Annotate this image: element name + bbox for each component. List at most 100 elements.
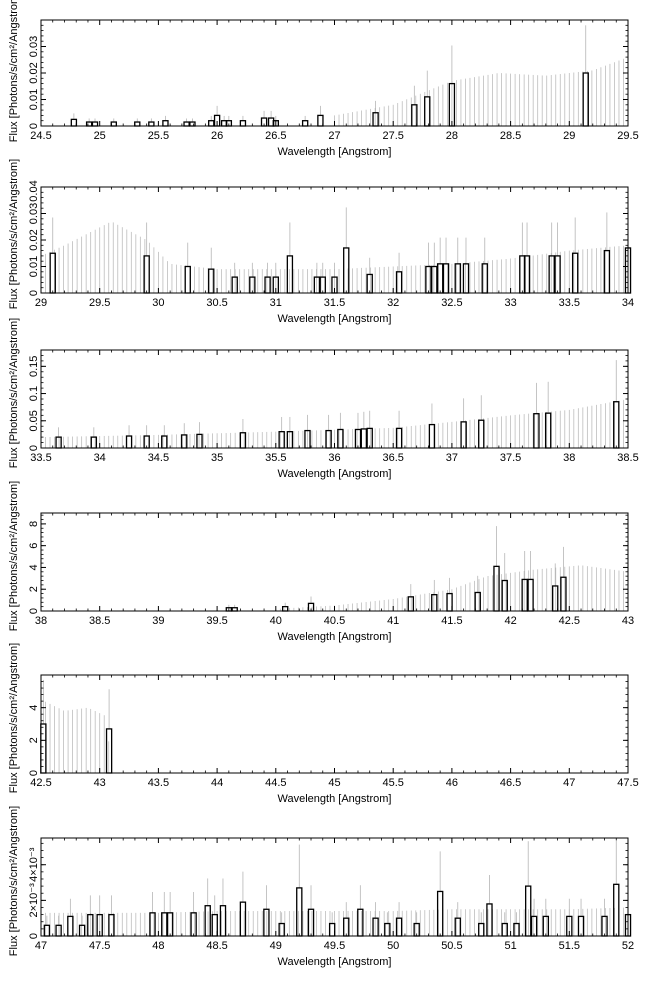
x-tick-label: 43: [94, 777, 106, 789]
y-axis-label: Flux [Photons/s/cm²/Angstrom]: [8, 159, 20, 309]
y-axis-label: Flux [Photons/s/cm²/Angstrom]: [8, 0, 20, 142]
y-tick-label: 0.01: [28, 89, 40, 110]
flux-bar: [278, 922, 285, 937]
y-tick-label: 0.15: [28, 356, 40, 377]
x-tick-label: 43: [622, 615, 634, 627]
y-tick-label: 4×10⁻³: [28, 847, 40, 882]
flux-bar: [425, 265, 432, 294]
x-tick-label: 48.5: [206, 940, 227, 952]
flux-bar: [208, 268, 215, 294]
x-tick-label: 42.5: [559, 615, 580, 627]
x-tick-label: 32.5: [441, 297, 462, 309]
x-tick-label: 36.5: [382, 452, 403, 464]
x-tick-label: 29: [35, 297, 47, 309]
flux-bar: [533, 413, 540, 449]
flux-bar: [395, 427, 403, 449]
y-tick-label: 0.05: [28, 410, 40, 431]
x-tick-label: 32: [387, 297, 399, 309]
flux-bar: [571, 252, 579, 294]
flux-bar: [181, 434, 188, 449]
x-tick-label: 25.5: [148, 130, 169, 142]
flux-bar: [90, 436, 98, 449]
x-tick-label: 33.5: [30, 452, 51, 464]
flux-bar: [481, 263, 488, 294]
flux-bar: [307, 908, 315, 937]
flux-bar: [548, 255, 555, 294]
flux-bar: [407, 596, 415, 612]
y-axis-label: Flux [Photons/s/cm²/Angstrom]: [8, 318, 20, 468]
y-tick-label: 0: [28, 933, 40, 939]
spectrum-panel-5: 42.5 43 43.5 44 44.5 45 45.5 46 46.5 47 47.5 0 2 4 Wav…: [8, 643, 639, 805]
flux-bar: [78, 924, 86, 937]
x-tick-label: 34: [94, 452, 106, 464]
flux-bar: [239, 432, 247, 449]
x-tick-label: 26: [211, 130, 223, 142]
flux-bar: [189, 121, 196, 127]
flux-bar: [184, 265, 191, 294]
plot-frame: [40, 19, 629, 127]
x-tick-label: 30.5: [206, 297, 227, 309]
x-tick-label: 24.5: [30, 130, 51, 142]
x-tick-label: 40: [270, 615, 282, 627]
flux-bar: [286, 431, 294, 449]
x-tick-label: 28.5: [500, 130, 521, 142]
spectrum-panel-2: 29 29.5 30 30.5 31 31.5 32 32.5 33 33.5 34 0 0.01 0.0…: [8, 159, 634, 325]
flux-bar: [161, 435, 168, 449]
plot-frame: [40, 674, 629, 774]
flux-bar: [162, 120, 169, 127]
flux-bar: [296, 887, 303, 937]
y-tick-label: 0: [28, 123, 40, 129]
x-tick-label: 36: [328, 452, 340, 464]
x-tick-label: 39: [152, 615, 164, 627]
flux-bar: [110, 121, 117, 127]
flux-bar: [530, 915, 538, 937]
flux-bar: [360, 428, 368, 449]
flux-bar: [55, 436, 62, 449]
flux-bar: [395, 271, 403, 294]
x-tick-label: 31: [270, 297, 282, 309]
x-tick-label: 39.5: [206, 615, 227, 627]
flux-bar: [372, 112, 379, 127]
flux-bar: [219, 905, 227, 937]
x-tick-label: 33.5: [559, 297, 580, 309]
x-tick-label: 44.5: [265, 777, 286, 789]
y-tick-label: 0.03: [28, 36, 40, 57]
y-tick-label: 0.04: [28, 180, 40, 201]
flux-bar: [148, 121, 155, 127]
x-axis-label: Wavelength [Angstrom]: [278, 793, 392, 805]
spectrum-panel-6: 47 47.5 48 48.5 49 49.5 50 50.5 51 51.5 52 0 2×10⁻³4…: [8, 806, 634, 968]
flux-bar: [454, 263, 461, 294]
flux-bar: [513, 922, 520, 937]
y-tick-label: 2: [28, 737, 40, 743]
x-tick-label: 34: [622, 297, 634, 309]
flux-bar: [239, 901, 247, 937]
flux-bar: [91, 121, 99, 127]
x-tick-label: 46.5: [500, 777, 521, 789]
flux-bar: [67, 915, 74, 937]
flux-bar: [278, 431, 285, 449]
flux-bar: [431, 265, 438, 294]
y-tick-label: 0: [28, 290, 40, 296]
flux-bar: [317, 114, 324, 127]
flux-bar: [560, 576, 567, 612]
x-tick-label: 41: [387, 615, 399, 627]
y-tick-label: 0: [28, 445, 40, 451]
flux-bar: [372, 917, 379, 937]
flux-bar: [501, 922, 508, 937]
x-tick-label: 42.5: [30, 777, 51, 789]
flux-bar: [125, 435, 133, 449]
x-tick-label: 48: [152, 940, 164, 952]
x-tick-label: 49.5: [324, 940, 345, 952]
y-axis-label: Flux [Photons/s/cm²/Angstrom]: [8, 481, 20, 631]
flux-bar: [196, 433, 203, 449]
y-axis-label: Flux [Photons/s/cm²/Angstrom]: [8, 643, 20, 793]
x-tick-label: 25: [94, 130, 106, 142]
y-tick-label: 0: [28, 770, 40, 776]
flux-bar: [431, 594, 438, 612]
flux-bar: [149, 912, 156, 937]
x-tick-label: 52: [622, 940, 634, 952]
x-tick-label: 45.5: [382, 777, 403, 789]
flux-bar: [542, 915, 550, 937]
y-tick-label: 6: [28, 543, 40, 549]
flux-bar: [357, 908, 364, 937]
